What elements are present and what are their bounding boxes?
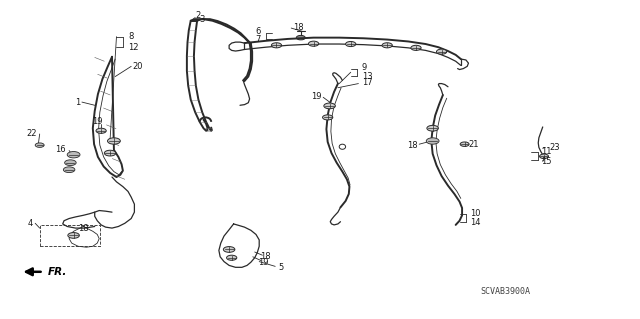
Text: 19: 19 [311, 92, 321, 101]
Text: 11: 11 [541, 147, 551, 156]
Circle shape [67, 152, 80, 158]
Text: 18: 18 [293, 23, 304, 32]
Circle shape [426, 138, 439, 144]
Circle shape [96, 128, 106, 133]
Circle shape [63, 167, 75, 173]
Text: 19: 19 [259, 258, 269, 267]
Text: 17: 17 [362, 78, 372, 87]
Circle shape [296, 35, 305, 40]
Circle shape [540, 154, 548, 159]
Circle shape [411, 45, 421, 50]
Text: 6: 6 [256, 27, 261, 36]
Circle shape [65, 160, 76, 166]
Text: 2: 2 [196, 11, 201, 20]
Text: 1: 1 [75, 98, 80, 107]
Circle shape [68, 233, 79, 238]
Circle shape [271, 43, 282, 48]
Text: 18: 18 [406, 141, 417, 150]
Text: 4: 4 [28, 219, 33, 228]
Text: 20: 20 [132, 62, 143, 71]
Text: 10: 10 [470, 209, 481, 218]
Circle shape [308, 41, 319, 46]
Text: 9: 9 [362, 63, 367, 72]
Text: 12: 12 [128, 43, 138, 52]
Text: 23: 23 [549, 143, 560, 152]
Text: 7: 7 [256, 35, 261, 44]
Circle shape [223, 247, 235, 252]
Text: 21: 21 [468, 140, 479, 149]
Text: 18: 18 [78, 224, 88, 233]
Text: 14: 14 [470, 218, 481, 227]
Bar [40, 225, 100, 246]
Circle shape [427, 125, 438, 131]
Text: 5: 5 [278, 263, 284, 272]
Circle shape [104, 150, 116, 156]
Text: FR.: FR. [48, 267, 67, 277]
Text: 3: 3 [199, 15, 204, 24]
Text: 15: 15 [541, 157, 551, 166]
Circle shape [382, 43, 392, 48]
Circle shape [324, 103, 335, 109]
Circle shape [35, 143, 44, 147]
Circle shape [227, 255, 237, 260]
Text: 16: 16 [54, 145, 65, 154]
Circle shape [346, 41, 356, 47]
Text: 13: 13 [362, 72, 372, 81]
Text: 8: 8 [128, 32, 133, 41]
Text: 22: 22 [27, 130, 37, 138]
Circle shape [460, 142, 469, 146]
Text: SCVAB3900A: SCVAB3900A [481, 287, 531, 296]
Text: 19: 19 [92, 117, 102, 126]
Circle shape [323, 115, 333, 120]
Circle shape [108, 138, 120, 144]
Circle shape [436, 49, 447, 54]
Text: 18: 18 [260, 252, 271, 261]
